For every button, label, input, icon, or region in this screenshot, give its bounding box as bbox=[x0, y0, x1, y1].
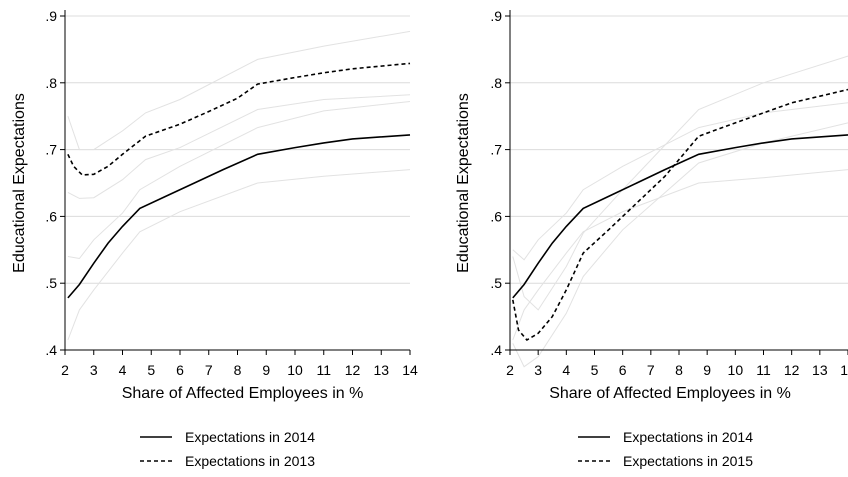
y-tick-label: .8 bbox=[45, 75, 57, 91]
y-axis-label: Educational Expectations bbox=[455, 93, 472, 273]
x-tick-label: 10 bbox=[287, 362, 303, 378]
x-tick-label: 12 bbox=[345, 362, 361, 378]
x-tick-label: 11 bbox=[316, 362, 331, 378]
confidence-band-lower bbox=[67, 169, 411, 341]
x-tick-label: 13 bbox=[812, 362, 828, 378]
y-tick-label: .6 bbox=[490, 208, 502, 224]
y-tick-label: .7 bbox=[490, 142, 502, 158]
legend-label: Expectations in 2013 bbox=[185, 453, 315, 469]
chart-panel-1: .4 .5 .6 .7 .8 .9 2 3 4 5 6 7 8 9 10 11 12 13 14 Share of A… bbox=[11, 8, 418, 469]
x-tick-label: 6 bbox=[619, 362, 627, 378]
legend-label: Expectations in 2014 bbox=[623, 429, 753, 445]
x-tick-label: 14 bbox=[402, 362, 418, 378]
confidence-band-lower bbox=[512, 169, 848, 341]
x-tick-label: 7 bbox=[205, 362, 213, 378]
confidence-band-lower bbox=[512, 122, 848, 368]
x-tick-label: 5 bbox=[591, 362, 599, 378]
x-axis-label: Share of Affected Employees in % bbox=[122, 385, 364, 402]
x-tick-label: 11 bbox=[756, 362, 771, 378]
legend-label: Expectations in 2015 bbox=[623, 453, 753, 469]
y-tick-label: .8 bbox=[490, 75, 502, 91]
confidence-band-upper bbox=[512, 55, 848, 311]
x-tick-label: 3 bbox=[90, 362, 98, 378]
y-tick-label: .4 bbox=[45, 342, 57, 358]
y-tick-label: .5 bbox=[490, 275, 502, 291]
y-tick-label: .6 bbox=[45, 208, 57, 224]
x-tick-label: 12 bbox=[784, 362, 800, 378]
series-line-1 bbox=[67, 134, 411, 299]
x-tick-label: 9 bbox=[703, 362, 711, 378]
chart-panel-2: .4 .5 .6 .7 .8 .9 2 3 4 5 6 7 8 9 10 11 12 13 14 Share of A… bbox=[455, 8, 848, 469]
y-axis-label: Educational Expectations bbox=[11, 93, 28, 273]
x-tick-label: 6 bbox=[176, 362, 184, 378]
x-tick-label: 5 bbox=[147, 362, 155, 378]
x-tick-label: 7 bbox=[647, 362, 655, 378]
confidence-band-lower bbox=[67, 94, 411, 199]
confidence-band-upper bbox=[512, 102, 848, 261]
series-line-2 bbox=[67, 62, 411, 176]
x-tick-label: 3 bbox=[534, 362, 542, 378]
x-tick-label: 8 bbox=[675, 362, 683, 378]
y-tick-label: .7 bbox=[45, 142, 57, 158]
series-line-1 bbox=[512, 134, 848, 299]
x-tick-label: 2 bbox=[506, 362, 514, 378]
x-tick-label: 9 bbox=[262, 362, 270, 378]
legend-label: Expectations in 2014 bbox=[185, 429, 315, 445]
x-tick-label: 4 bbox=[119, 362, 127, 378]
x-tick-label: 14 bbox=[840, 362, 848, 378]
x-tick-label: 10 bbox=[728, 362, 744, 378]
y-tick-label: .4 bbox=[490, 342, 502, 358]
x-tick-label: 13 bbox=[373, 362, 389, 378]
y-tick-label: .9 bbox=[490, 8, 502, 24]
x-tick-label: 8 bbox=[234, 362, 242, 378]
x-axis-label: Share of Affected Employees in % bbox=[549, 385, 791, 402]
confidence-band-upper bbox=[67, 30, 411, 151]
x-tick-label: 2 bbox=[61, 362, 69, 378]
x-tick-label: 4 bbox=[562, 362, 570, 378]
confidence-band-upper bbox=[67, 101, 411, 260]
series-line-2 bbox=[512, 88, 848, 342]
y-tick-label: .9 bbox=[45, 8, 57, 24]
y-tick-label: .5 bbox=[45, 275, 57, 291]
